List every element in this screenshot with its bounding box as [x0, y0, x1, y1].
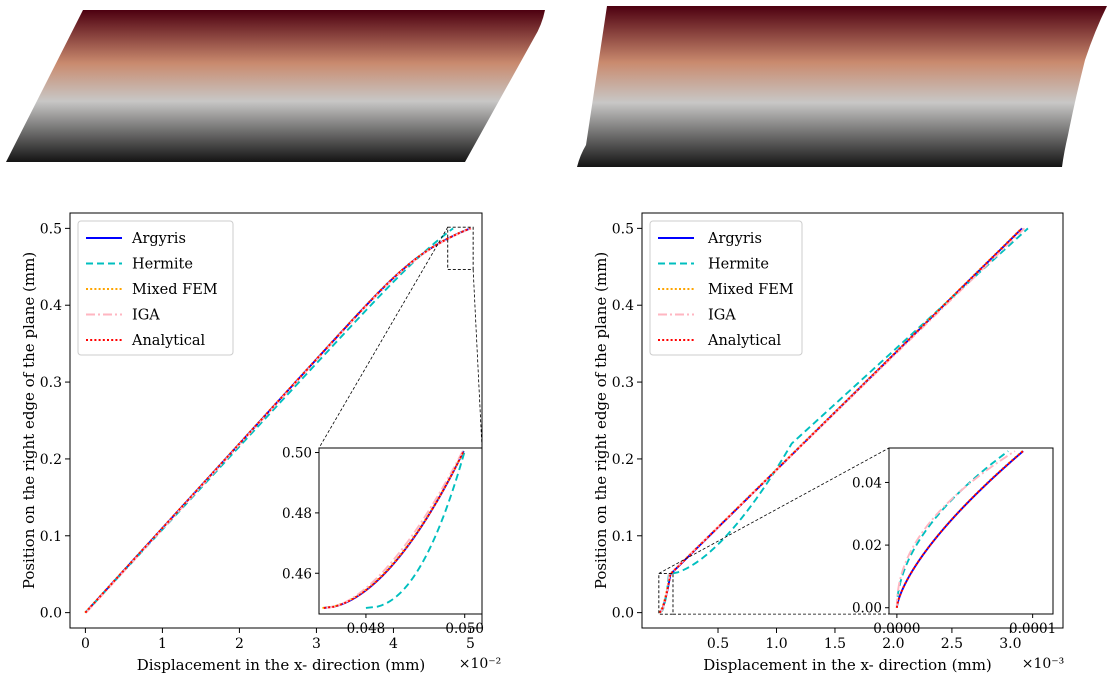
x-tick-label: 2 [235, 636, 244, 652]
legend-label: Mixed FEM [708, 282, 794, 298]
x-tick-label: 1.5 [824, 636, 846, 652]
inset-y-tick-label: 0.02 [852, 538, 882, 554]
inset-series-line [895, 450, 1016, 608]
chart-left: 0 1 2 3 4 5 0.0 0.1 0.2 0.3 0.4 0.5 Displacement in … [20, 212, 502, 674]
zoom-connector [318, 227, 449, 449]
y-tick-label: 0.2 [612, 452, 634, 468]
y-tick-label: 0.5 [40, 221, 62, 237]
inset-x-tick-label: 0.048 [347, 621, 386, 637]
zoom-connector [472, 269, 483, 449]
deformed-plane-right [577, 6, 1107, 167]
inset-series-line [323, 450, 465, 609]
series-line [84, 227, 471, 614]
inset-series-line [326, 450, 464, 609]
legend-label: Analytical [131, 333, 206, 349]
y-tick-label: 0.3 [612, 375, 634, 391]
inset-series-line [895, 450, 1024, 608]
deformed-plane-left [6, 10, 545, 162]
x-tick-label: 3.0 [999, 636, 1021, 652]
y-tick-label: 0.0 [40, 606, 62, 622]
inset-x-tick-label: 0.0000 [873, 621, 920, 637]
x-tick-label: 3 [312, 636, 321, 652]
inset-x-tick-label: 0.050 [445, 621, 484, 637]
x-multiplier: ×10⁻³ [1022, 656, 1065, 672]
inset-x-tick-label: 0.0001 [1009, 621, 1056, 637]
y-tick-label: 0.4 [612, 298, 634, 314]
legend-box [649, 220, 803, 356]
y-tick-label: 0.4 [40, 298, 62, 314]
legend-label: IGA [708, 308, 736, 324]
inset-y-tick-label: 0.04 [852, 475, 882, 491]
y-tick-label: 0.0 [612, 606, 634, 622]
x-tick-label: 2.0 [882, 636, 904, 652]
inset-series-line [895, 450, 1009, 608]
x-tick-label: 0.5 [707, 636, 729, 652]
plot-frame [641, 212, 1064, 629]
x-axis-label: Displacement in the x- direction (mm) [703, 656, 992, 674]
legend-box [77, 220, 234, 356]
legend-label: Mixed FEM [132, 282, 218, 298]
inset-y-tick-label: 0.50 [282, 446, 312, 462]
zoom-box [658, 572, 674, 615]
x-tick-label: 2.5 [941, 636, 963, 652]
legend-label: Hermite [708, 257, 769, 273]
inset-y-tick-label: 0.46 [282, 566, 312, 582]
inset-y-tick-label: 0.00 [852, 601, 882, 617]
y-axis-label: Position on the right edge of the plane … [592, 252, 610, 589]
inset-right: 0.0000 0.0001 0.00 0.02 0.04 [852, 447, 1056, 637]
inset-series-line [365, 450, 466, 609]
y-axis-label: Position on the right edge of the plane … [20, 252, 38, 589]
inset-left: 0.048 0.050 0.46 0.48 0.50 [282, 446, 484, 637]
legend-label: Analytical [707, 333, 782, 349]
zoom-connector [658, 447, 890, 574]
zoom-box [447, 226, 474, 270]
x-tick-label: 4 [389, 636, 398, 652]
legend-label: Argyris [131, 231, 186, 247]
x-multiplier: ×10⁻² [459, 656, 502, 672]
series-line [658, 227, 1023, 614]
series-line [658, 227, 1029, 614]
inset-y-tick-label: 0.48 [282, 506, 312, 522]
legend: Argyris Hermite Mixed FEM IGA Analytical [77, 220, 234, 356]
x-tick-label: 5 [466, 636, 475, 652]
legend-label: Hermite [132, 257, 193, 273]
plot-frame [69, 212, 483, 629]
y-tick-label: 0.2 [40, 452, 62, 468]
x-tick-label: 1.0 [765, 636, 787, 652]
inset-frame [318, 447, 483, 615]
y-tick-label: 0.5 [612, 221, 634, 237]
y-tick-label: 0.1 [612, 529, 634, 545]
chart-right: 0.5 1.0 1.5 2.0 2.5 3.0 0.0 0.1 0.2 0.3 0.4 0.5 Disp… [592, 212, 1065, 674]
legend-label: Argyris [707, 231, 762, 247]
legend: Argyris Hermite Mixed FEM IGA Analytical [649, 220, 803, 356]
x-tick-label: 0 [81, 636, 90, 652]
x-tick-label: 1 [158, 636, 167, 652]
y-tick-label: 0.3 [40, 375, 62, 391]
inset-frame [888, 447, 1054, 615]
legend-label: IGA [132, 308, 160, 324]
x-axis-label: Displacement in the x- direction (mm) [137, 656, 426, 674]
y-tick-label: 0.1 [40, 529, 62, 545]
series-line [658, 227, 1026, 614]
